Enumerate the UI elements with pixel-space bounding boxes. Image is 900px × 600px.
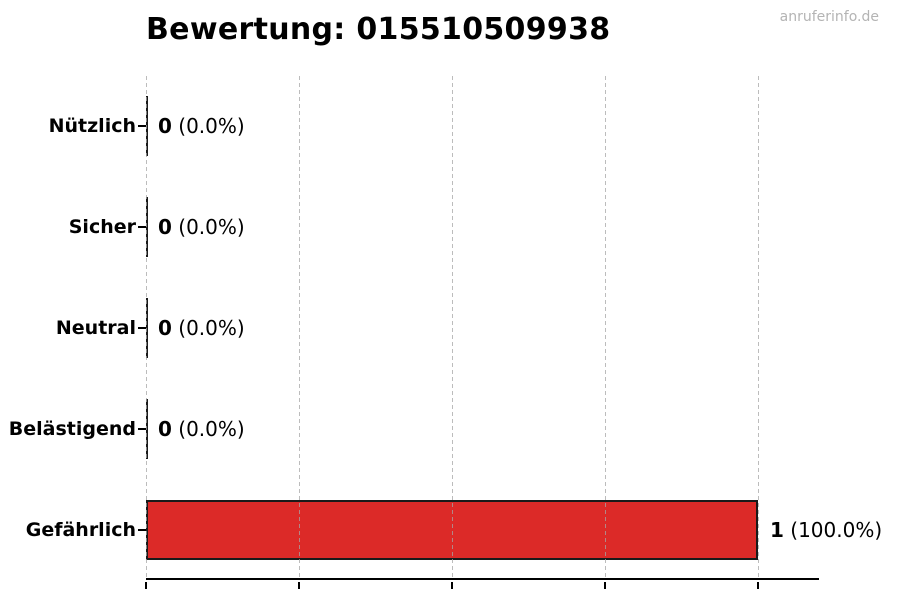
category-label-gefährlich: Gefährlich: [25, 518, 136, 541]
page-title: Bewertung: 015510509938: [146, 12, 611, 47]
category-label-nützlich: Nützlich: [48, 115, 136, 138]
y-axis-tick: [138, 125, 146, 128]
gridline: [605, 76, 606, 580]
bar-neutral: [146, 298, 148, 358]
bar-belästigend: [146, 398, 148, 459]
x-axis-tick: [604, 582, 606, 589]
value-percent: (0.0%): [171, 114, 245, 139]
x-axis-tick: [298, 582, 300, 589]
y-axis-tick: [138, 327, 146, 329]
value-label-nützlich: 0 (0.0%): [158, 112, 245, 140]
value-count: 0: [158, 316, 172, 340]
value-label-sicher: 0 (0.0%): [158, 213, 245, 241]
value-label-belästigend: 0 (0.0%): [158, 415, 245, 443]
watermark: anruferinfo.de: [779, 9, 879, 25]
y-axis-tick: [138, 226, 146, 229]
bar-nützlich: [146, 96, 148, 157]
x-axis-tick: [145, 582, 147, 589]
x-axis-tick: [451, 582, 453, 589]
gridline: [146, 76, 147, 580]
bar-sicher: [146, 197, 148, 258]
value-label-gefährlich: 1 (100.0%): [770, 516, 882, 544]
y-axis-labels: Nützlich Sicher Neutral Belästigend Gefährli…: [0, 76, 136, 580]
category-label-sicher: Sicher: [68, 216, 136, 239]
y-axis-tick: [138, 427, 146, 430]
value-count: 1: [770, 517, 784, 542]
value-label-neutral: 0 (0.0%): [158, 314, 245, 342]
gridline: [299, 76, 300, 580]
y-axis-tick: [138, 528, 146, 531]
category-label-neutral: Neutral: [55, 317, 136, 339]
value-percent: (0.0%): [171, 215, 245, 240]
value-percent: (100.0%): [783, 517, 883, 542]
x-axis-tick: [757, 582, 759, 589]
value-percent: (0.0%): [171, 316, 245, 340]
gridline: [452, 76, 453, 580]
value-count: 0: [158, 416, 172, 441]
value-percent: (0.0%): [171, 416, 245, 441]
value-count: 0: [158, 114, 172, 139]
category-label-belästigend: Belästigend: [8, 417, 136, 440]
gridline: [758, 76, 759, 580]
plot-area: 0 (0.0%) 0 (0.0%) 0 (0.0%) 0 (0.0%) 1 (100.0…: [138, 76, 882, 589]
value-count: 0: [158, 215, 172, 240]
